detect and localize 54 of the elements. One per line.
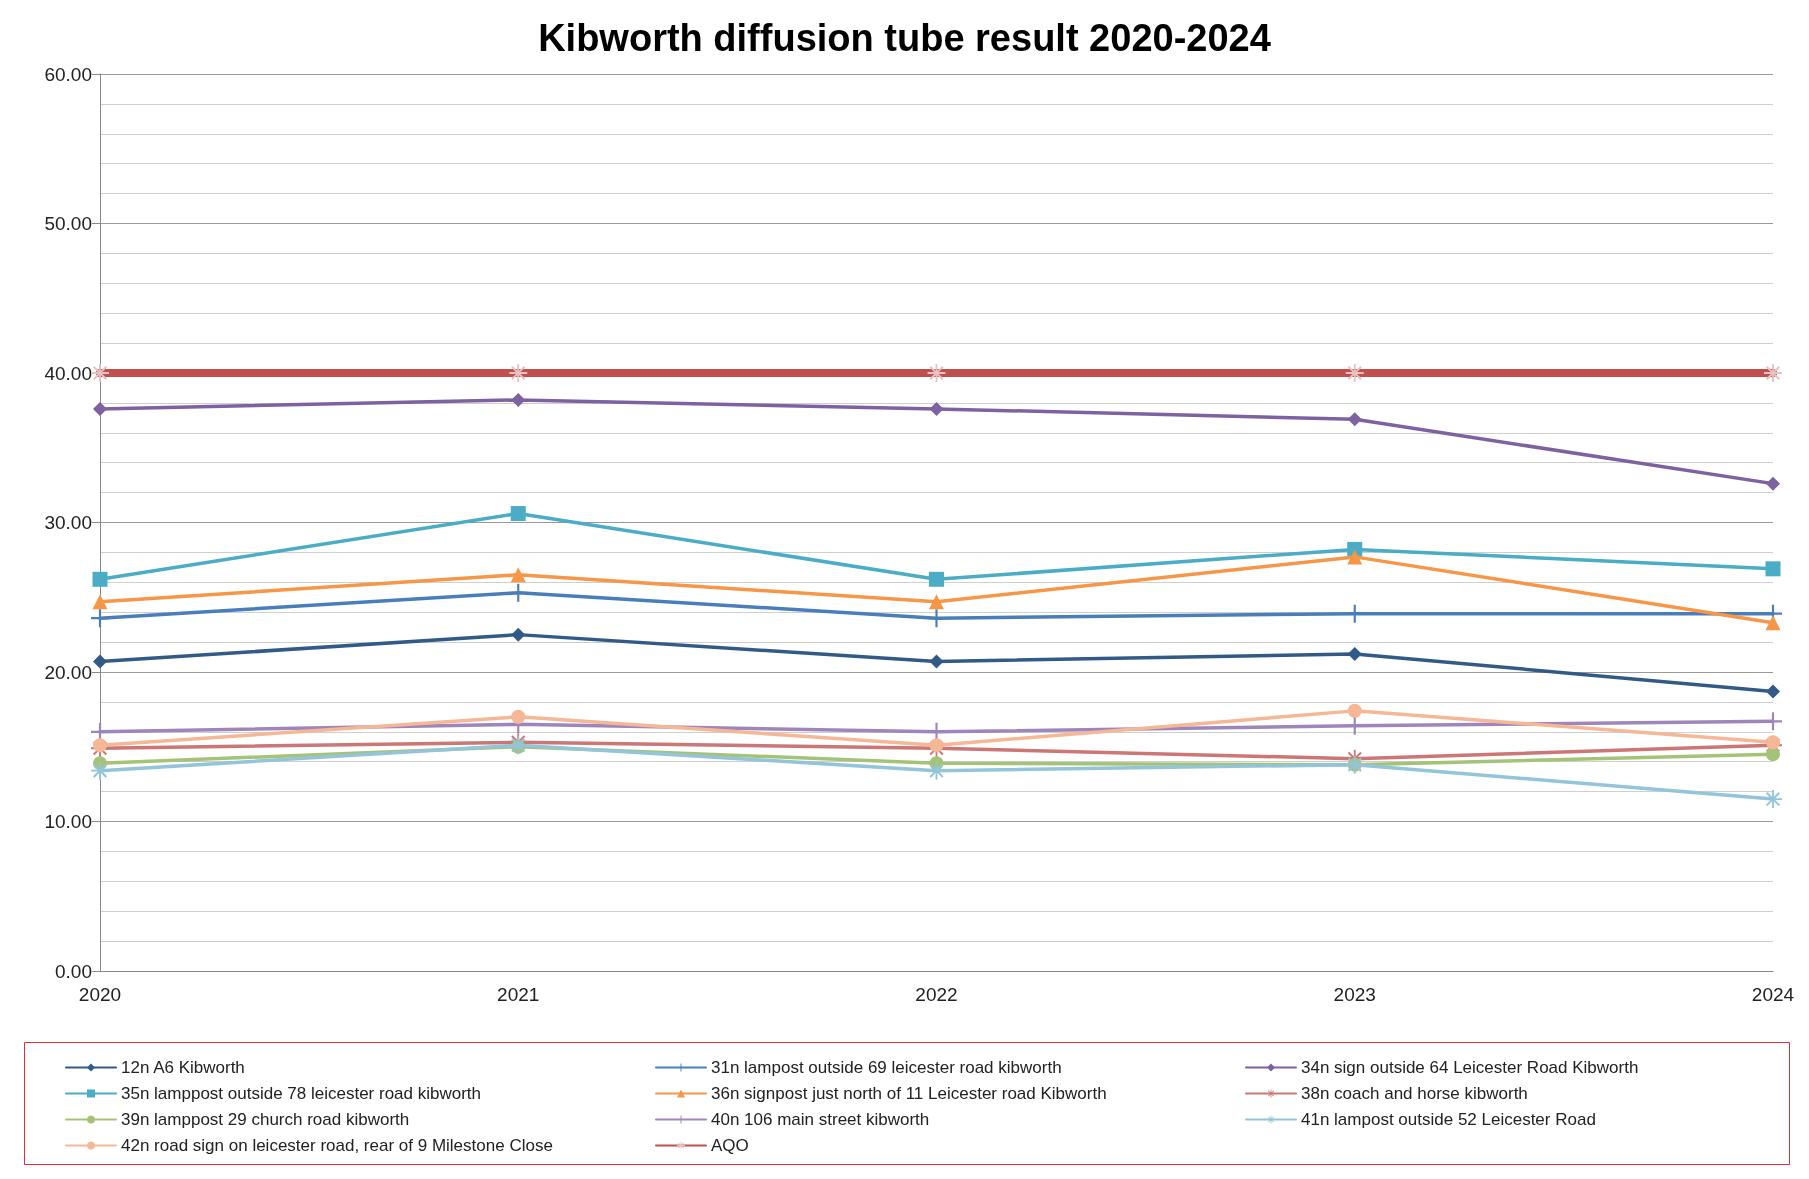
point xyxy=(510,567,526,583)
point xyxy=(510,506,526,522)
y-tick-label: 30.00 xyxy=(44,512,92,533)
point xyxy=(91,761,109,780)
point xyxy=(927,761,946,780)
point xyxy=(1766,747,1780,762)
point xyxy=(511,392,526,407)
legend-label: 31n lampost outside 69 leicester road kibworth xyxy=(711,1058,1062,1077)
point xyxy=(1765,561,1781,577)
point xyxy=(1347,647,1362,662)
point xyxy=(92,571,108,587)
legend-label: 38n coach and horse kibworth xyxy=(1301,1084,1528,1103)
y-tick-label: 50.00 xyxy=(44,213,92,234)
point xyxy=(1347,549,1363,565)
legend-label: 34n sign outside 64 Leicester Road Kibworth xyxy=(1301,1058,1639,1077)
x-tick-label: 2022 xyxy=(915,984,958,1005)
legend-label: 36n signpost just north of 11 Leicester road Kibworth xyxy=(711,1084,1107,1103)
point xyxy=(509,583,528,602)
legend-label: 12n A6 Kibworth xyxy=(121,1058,245,1077)
y-tick-label: 10.00 xyxy=(44,811,92,832)
y-tick-label: 20.00 xyxy=(44,661,92,683)
point xyxy=(1347,703,1362,718)
point xyxy=(929,654,944,669)
x-tick-label: 2024 xyxy=(1751,984,1795,1005)
y-tick-label: 60.00 xyxy=(44,63,92,85)
point xyxy=(93,401,107,416)
legend-label: 42n road sign on leicester road, rear of 9 Milestone Close xyxy=(121,1136,553,1155)
point xyxy=(929,571,944,587)
point xyxy=(929,738,944,753)
point xyxy=(91,609,109,628)
point xyxy=(92,594,108,610)
point xyxy=(1765,615,1781,631)
legend-label: 39n lamppost 29 church road kibworth xyxy=(121,1110,410,1129)
legend-label: AQO xyxy=(711,1136,749,1155)
legend-label: 41n lampost outside 52 Leicester Road xyxy=(1301,1110,1596,1129)
point xyxy=(929,594,944,610)
x-tick-label: 2020 xyxy=(78,984,122,1005)
point xyxy=(1764,790,1782,809)
x-tick-label: 2023 xyxy=(1333,984,1376,1005)
point xyxy=(1766,476,1780,491)
point xyxy=(1347,412,1362,427)
point xyxy=(1766,735,1780,750)
y-tick-label: 0.00 xyxy=(55,960,92,982)
point xyxy=(93,738,107,753)
point xyxy=(1766,684,1780,699)
point xyxy=(929,401,944,416)
y-tick-label: 40.00 xyxy=(44,362,92,384)
legend-label: 35n lamppost outside 78 leicester road kibworth xyxy=(121,1084,482,1103)
chart-title: Kibworth diffusion tube result 2020-2024 xyxy=(538,17,1271,59)
point xyxy=(511,709,526,724)
point xyxy=(93,654,107,669)
x-tick-label: 2021 xyxy=(497,984,540,1005)
point xyxy=(511,627,526,642)
legend-label: 40n 106 main street kibworth xyxy=(711,1110,930,1129)
